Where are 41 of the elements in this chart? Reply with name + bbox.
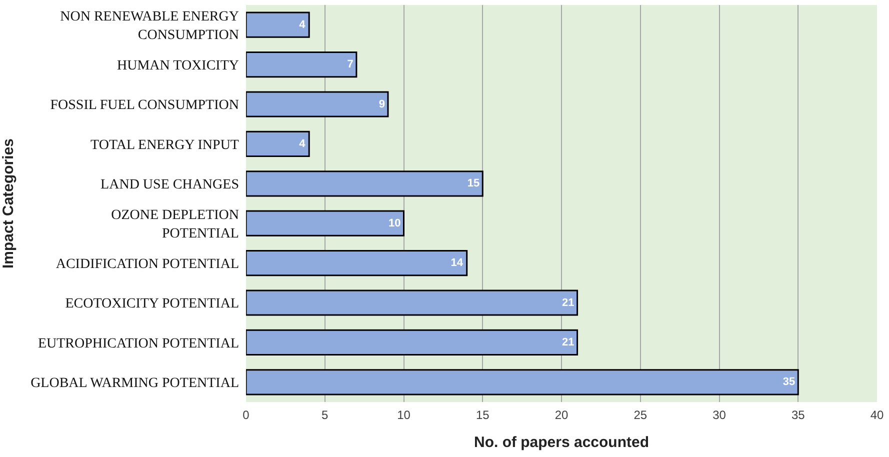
data-label: 14	[450, 257, 464, 270]
y-tick-label: OZONE DEPLETION POTENTIAL	[111, 208, 239, 242]
data-label: 4	[299, 138, 306, 150]
data-label: 21	[562, 296, 574, 309]
data-label: 15	[467, 178, 480, 190]
y-tick-label: GLOBAL WARMING POTENTIAL	[30, 376, 239, 392]
data-label: 7	[347, 58, 354, 71]
y-axis-title: Impact Categories	[0, 138, 17, 269]
x-tick-label: 35	[791, 408, 806, 422]
x-tick-label: 30	[712, 408, 726, 422]
x-axis-title: No. of papers accounted	[474, 434, 650, 451]
y-tick-label: TOTAL ENERGY INPUT	[90, 138, 240, 153]
bar	[246, 329, 578, 356]
x-tick-label: 10	[397, 408, 411, 422]
bar	[246, 12, 310, 38]
data-label: 10	[388, 217, 401, 230]
y-tick-label: EUTROPHICATION POTENTIAL	[38, 336, 239, 352]
x-tick-label: 20	[554, 408, 568, 422]
data-label: 35	[782, 376, 796, 388]
x-tick-label: 15	[476, 408, 490, 422]
bar	[246, 290, 578, 316]
bar	[246, 250, 468, 276]
bar	[246, 170, 484, 197]
data-label: 21	[562, 336, 574, 348]
bar	[246, 51, 358, 78]
y-tick-label: ACIDIFICATION POTENTIAL	[56, 256, 239, 272]
y-tick-label: NON RENEWABLE ENERGY CONSUMPTION	[60, 10, 239, 43]
data-label: 4	[299, 18, 306, 31]
bar	[246, 369, 799, 396]
x-tick-label: 0	[242, 408, 250, 422]
bar	[246, 91, 389, 118]
data-label: 9	[378, 98, 385, 110]
y-tick-label: FOSSIL FUEL CONSUMPTION	[50, 98, 239, 114]
x-tick-label: 5	[322, 408, 329, 422]
y-tick-label: ECOTOXICITY POTENTIAL	[65, 296, 239, 312]
bar	[246, 130, 310, 158]
bar	[246, 210, 404, 236]
x-tick-label: 40	[870, 408, 884, 422]
x-tick-label: 25	[634, 408, 648, 422]
y-tick-label: LAND USE CHANGES	[100, 178, 239, 193]
y-tick-label: HUMAN TOXICITY	[117, 58, 239, 74]
